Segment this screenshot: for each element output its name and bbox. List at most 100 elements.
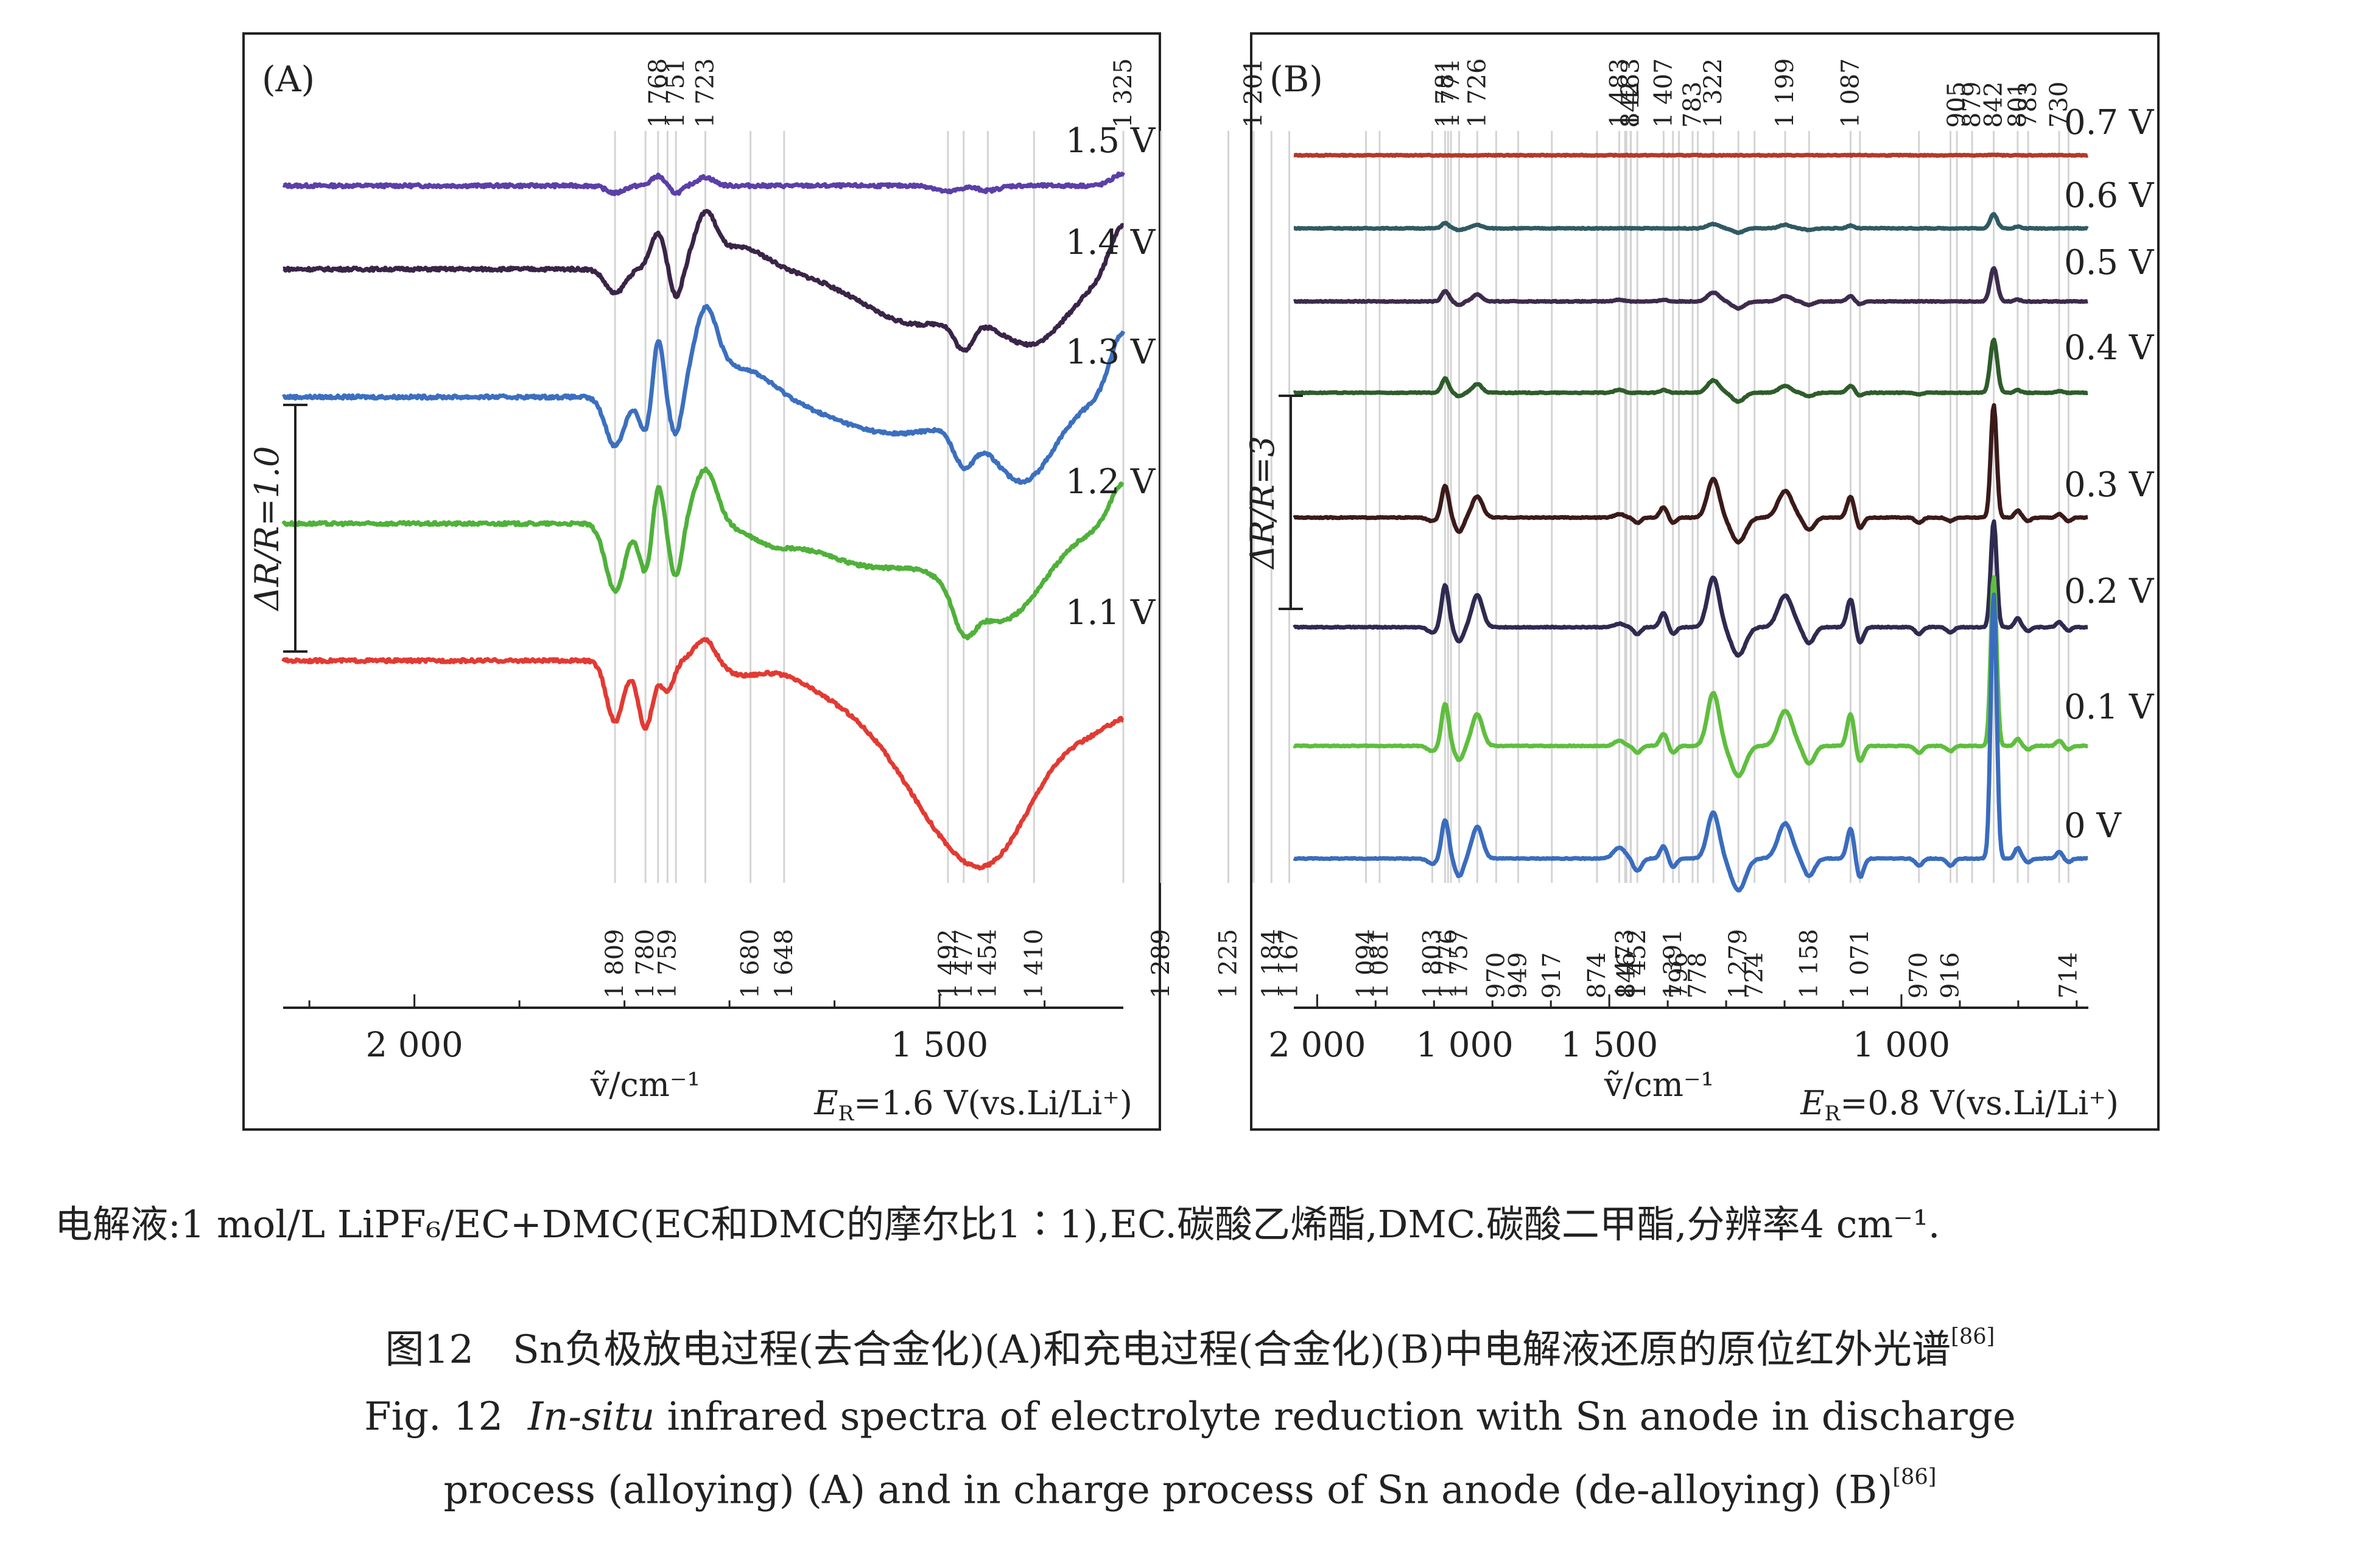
- series-label: 0.2 V: [2064, 572, 2155, 611]
- peak-label-bottom: 1 492: [934, 929, 962, 999]
- peak-label-bottom: 1 680: [737, 929, 765, 999]
- series-label: 0.5 V: [2064, 243, 2155, 283]
- series-label: 0.3 V: [2064, 465, 2155, 505]
- peak-label-bottom: 1 071: [1846, 929, 1874, 999]
- scale-bar-label: ΔR/R=3: [1243, 436, 1282, 570]
- peak-label-top: 1 771: [1437, 58, 1465, 128]
- peak-label-bottom: 1 776: [1434, 929, 1462, 999]
- peak-label-bottom: 1 454: [974, 929, 1002, 999]
- peak-label-bottom: 874: [1583, 952, 1611, 999]
- spectrum-line: [282, 171, 1126, 197]
- peak-label-top: 1 201: [1240, 58, 1268, 128]
- peak-label-bottom: 970: [1482, 952, 1510, 999]
- peak-label-bottom: 1 648: [770, 929, 798, 999]
- peak-label-top: 842: [1980, 82, 2008, 128]
- peak-label-top: 1 768: [644, 58, 672, 128]
- series-label: 0 V: [2064, 806, 2122, 846]
- peak-label-bottom: 949: [1504, 952, 1532, 999]
- peak-label-bottom: 1 809: [601, 929, 629, 999]
- peak-label-top: 905: [1943, 82, 1971, 128]
- spectrum-line: [1293, 519, 2089, 658]
- scale-bar-label: ΔR/R=1.0: [248, 446, 286, 612]
- spectrum-line: [1293, 212, 2089, 235]
- caption-english-line1: Fig. 12 In-situ infrared spectra of elec…: [0, 1394, 2380, 1439]
- reference-symbol: E: [813, 1084, 838, 1122]
- spectrum-line: [1293, 592, 2089, 893]
- peak-label-bottom: 1 780: [631, 929, 659, 999]
- spectrum-line: [1293, 403, 2089, 545]
- caption-english-italic: In-situ: [527, 1394, 655, 1439]
- series-label: 1.5 V: [1065, 121, 1156, 161]
- reference-subscript: R: [1825, 1102, 1841, 1126]
- peak-label-top: 801: [2004, 82, 2032, 128]
- peak-label-top: 1 726: [1463, 58, 1491, 128]
- peak-label-bottom: 916: [1937, 952, 1965, 999]
- caption-english-ref: [86]: [1892, 1464, 1937, 1489]
- x-tick-label: 1 500: [1560, 1025, 1658, 1065]
- caption-chinese-text: 图12 Sn负极放电过程(去合金化)(A)和充电过程(合金化)(B)中电解液还原…: [385, 1327, 1951, 1372]
- series-label: 1.1 V: [1065, 593, 1156, 633]
- peak-label-bottom: 1 452: [1623, 929, 1651, 999]
- reference-rest: =0.8 V(vs.Li/Li⁺): [1840, 1084, 2119, 1122]
- peak-label-top: 1 463: [1617, 58, 1645, 128]
- electrolyte-note-text: 电解液:1 mol/L LiPF₆/EC+DMC(EC和DMC的摩尔比1∶1),…: [55, 1202, 1940, 1246]
- peak-label-bottom: 724: [1741, 952, 1769, 999]
- caption-chinese: 图12 Sn负极放电过程(去合金化)(A)和充电过程(合金化)(B)中电解液还原…: [0, 1318, 2380, 1374]
- x-axis-title: ṽ/cm⁻¹: [590, 1066, 700, 1104]
- reference-subscript: R: [838, 1102, 855, 1126]
- peak-label-bottom: 1 803: [1418, 929, 1446, 999]
- peak-label-bottom: 1 225: [1215, 929, 1243, 999]
- spectrum-line: [1293, 152, 2089, 158]
- peak-label-bottom: 1 410: [1020, 929, 1048, 999]
- peak-label-bottom: 846: [1612, 952, 1640, 999]
- reference-symbol: E: [1800, 1084, 1824, 1122]
- peak-label-top: 1 087: [1836, 58, 1864, 128]
- x-tick-label: 2 000: [365, 1025, 463, 1065]
- x-tick-label: 1 000: [1416, 1025, 1513, 1065]
- reference-rest: =1.6 V(vs.Li/Li⁺): [854, 1084, 1132, 1122]
- caption-english-prefix: Fig. 12: [364, 1394, 504, 1439]
- peak-label-top: 1 483: [1605, 58, 1633, 128]
- peak-label-bottom: 917: [1538, 952, 1566, 999]
- caption-english-line2-text: process (alloying) (A) and in charge pro…: [443, 1467, 1893, 1513]
- spectrum-line: [281, 466, 1125, 641]
- reference-label: ER=1.6 V(vs.Li/Li⁺): [813, 1084, 1132, 1126]
- series-label: 0.6 V: [2064, 176, 2155, 216]
- series-label: 0.7 V: [2064, 103, 2155, 142]
- spectrum-line: [1293, 337, 2089, 404]
- peak-label-bottom: 1 391: [1659, 929, 1687, 999]
- peak-label-top: 1 407: [1649, 58, 1677, 128]
- x-tick-label: 1 500: [891, 1025, 988, 1065]
- peak-label-top: 879: [1958, 82, 1986, 128]
- peak-label-top: 1 723: [691, 58, 719, 128]
- peak-label-top: 783: [2014, 82, 2042, 128]
- x-tick-label: 1 000: [1853, 1025, 1950, 1065]
- panel-label: (A): [262, 58, 315, 100]
- series-label: 1.2 V: [1065, 462, 1156, 502]
- caption-chinese-ref: [86]: [1951, 1324, 1995, 1349]
- reference-label: ER=0.8 V(vs.Li/Li⁺): [1800, 1084, 2119, 1126]
- peak-label-bottom: 1 477: [950, 929, 978, 999]
- spectrum-line: [282, 209, 1125, 353]
- peak-label-bottom: 1 184: [1257, 929, 1285, 999]
- series-label: 0.1 V: [2064, 687, 2155, 727]
- peak-label-top: 1 325: [1109, 58, 1137, 128]
- peak-label-bottom: 1 158: [1795, 929, 1823, 999]
- panel-frame: [242, 32, 1161, 1131]
- x-axis-title: ṽ/cm⁻¹: [1604, 1066, 1714, 1104]
- series-label: 0.4 V: [2064, 328, 2155, 368]
- spectrum-line: [1293, 575, 2089, 778]
- peak-label-bottom: 1 279: [1724, 929, 1752, 999]
- peak-label-bottom: 796: [1665, 952, 1693, 999]
- peak-label-bottom: 778: [1684, 952, 1712, 999]
- panel-label: (B): [1269, 58, 1323, 100]
- peak-label-bottom: 714: [2054, 952, 2082, 999]
- caption-english-line2: process (alloying) (A) and in charge pro…: [0, 1464, 2380, 1513]
- peak-label-top: 730: [2045, 82, 2073, 128]
- peak-label-top: 1 781: [1431, 58, 1459, 128]
- caption-english-line1-rest: infrared spectra of electrolyte reductio…: [667, 1394, 2016, 1439]
- peak-label-top: 842: [1617, 82, 1645, 128]
- spectrum-line: [281, 304, 1126, 485]
